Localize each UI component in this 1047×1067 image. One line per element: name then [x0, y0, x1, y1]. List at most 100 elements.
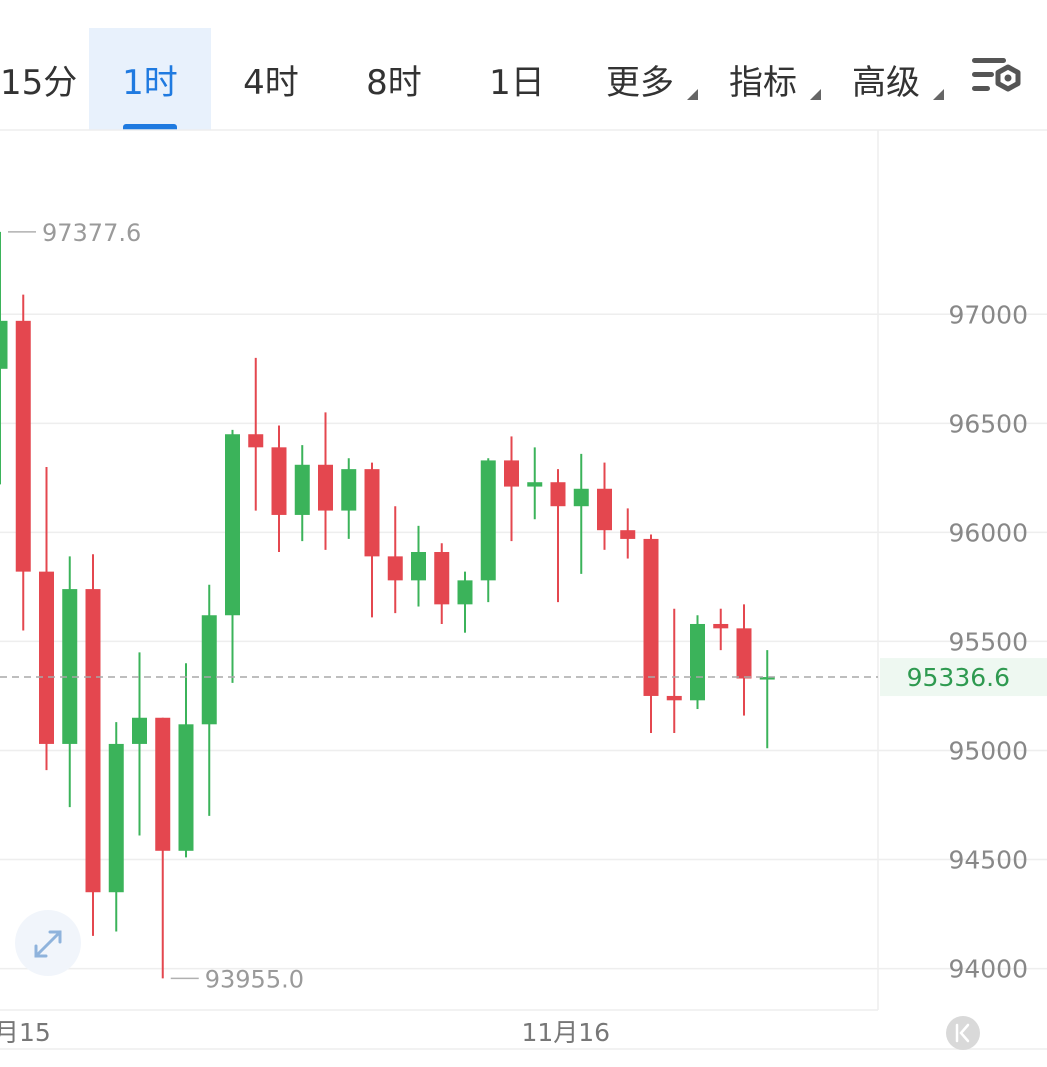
candle-body: [225, 434, 240, 616]
tab-8h[interactable]: 8时: [339, 28, 449, 130]
tab-4h-label: 4时: [243, 62, 299, 103]
candle-down: [15, 294, 31, 631]
candle-down: [248, 357, 264, 511]
candle-down: [713, 608, 729, 651]
candle-body: [108, 743, 124, 893]
candle-up: [759, 650, 775, 749]
candle-body: [15, 320, 31, 572]
candle-body: [759, 677, 775, 680]
candle-body: [271, 447, 287, 515]
candle-down: [620, 508, 636, 559]
candle-up: [178, 663, 194, 858]
candle-up: [480, 458, 496, 603]
candle-up: [132, 652, 147, 836]
y-tick-label: 94000: [948, 955, 1028, 984]
candle-body: [620, 530, 636, 539]
candle-body: [480, 460, 496, 581]
candle-body: [713, 623, 729, 629]
candle-down: [597, 462, 612, 550]
tab-1h[interactable]: 1时: [89, 28, 211, 130]
candle-body: [666, 695, 682, 701]
candle-body: [0, 320, 8, 369]
candle-up: [62, 556, 78, 808]
dropdown-caret-icon: [687, 89, 698, 100]
candle-body: [248, 434, 264, 448]
tab-advanced[interactable]: 高级: [842, 28, 944, 130]
tab-8h-label: 8时: [366, 62, 422, 103]
candle-body: [341, 469, 357, 511]
candle-body: [155, 717, 171, 851]
tab-1d-label: 1日: [489, 62, 545, 103]
scroll-left-button[interactable]: [946, 1016, 980, 1050]
grid: [0, 129, 1047, 1050]
active-tab-indicator: [123, 124, 177, 130]
tab-15min-label: 15分: [0, 62, 78, 103]
candle-body: [62, 589, 78, 744]
tab-indicators-label: 指标: [729, 62, 797, 103]
candle-body: [178, 724, 194, 851]
date-label: 月15: [0, 1018, 51, 1047]
tab-more[interactable]: 更多: [596, 28, 698, 130]
candle-up: [294, 445, 310, 542]
timeframe-tabbar: 15分 1时 4时 8时 1日 更多 指标 高级: [0, 0, 1047, 130]
date-axis: 月15 11月16: [0, 1018, 610, 1047]
candle-down: [736, 604, 752, 716]
candle-body: [504, 460, 519, 487]
tab-15min[interactable]: 15分: [0, 28, 84, 130]
candle-down: [85, 554, 101, 936]
candle-up: [457, 571, 473, 633]
tab-1d[interactable]: 1日: [462, 28, 572, 130]
y-tick-label: 96000: [948, 518, 1028, 547]
candle-down: [39, 466, 54, 771]
expand-arrows-icon: [34, 930, 62, 958]
candle-body: [550, 482, 566, 507]
tab-indicators[interactable]: 指标: [719, 28, 821, 130]
candle-body: [85, 589, 101, 893]
dropdown-caret-icon: [810, 89, 821, 100]
candle-down: [504, 436, 519, 542]
candle-body: [387, 556, 403, 581]
chart-settings-icon: [972, 58, 1021, 92]
tab-1h-label: 1时: [122, 62, 178, 103]
tab-advanced-label: 高级: [852, 62, 920, 103]
candle-up: [225, 429, 240, 683]
candle-up: [573, 453, 589, 574]
date-label: 11月16: [521, 1018, 610, 1047]
candle-down: [643, 534, 659, 734]
candle-body: [294, 464, 310, 515]
candle-up: [527, 447, 543, 520]
candle-up: [690, 615, 705, 710]
candle-down: [666, 608, 682, 734]
candle-down: [364, 462, 380, 618]
candle-down: [434, 543, 450, 624]
tab-4h[interactable]: 4时: [216, 28, 326, 130]
candle-up: [201, 584, 217, 816]
price-axis: 97000 96500 96000 95500 95000 94500 94000: [948, 300, 1028, 983]
chart-settings-button[interactable]: [968, 52, 1028, 104]
candle-body: [736, 628, 752, 679]
expand-button[interactable]: [15, 910, 81, 976]
candle-up: [108, 722, 124, 932]
candle-body: [527, 482, 543, 487]
current-price-label: 95336.6: [907, 663, 1010, 692]
y-tick-label: 95500: [948, 627, 1028, 656]
candle-body: [132, 717, 147, 744]
candle-body: [39, 571, 54, 744]
y-tick-label: 94500: [948, 846, 1028, 875]
candle-up: [411, 525, 426, 607]
scroll-left-icon: [955, 1023, 970, 1043]
candle-down: [550, 469, 566, 603]
y-tick-label: 95000: [948, 736, 1028, 765]
candle-body: [318, 464, 333, 511]
candle-body: [690, 623, 705, 701]
candle-down: [387, 506, 403, 614]
candles: [0, 231, 775, 979]
dropdown-caret-icon: [933, 89, 944, 100]
low-price-label: 93955.0: [205, 965, 304, 993]
candle-up: [0, 231, 8, 485]
annotations: 95336.6 97377.6 93955.0: [0, 219, 1047, 993]
y-tick-label: 96500: [948, 409, 1028, 438]
candle-body: [573, 488, 589, 507]
tab-more-label: 更多: [606, 62, 674, 103]
